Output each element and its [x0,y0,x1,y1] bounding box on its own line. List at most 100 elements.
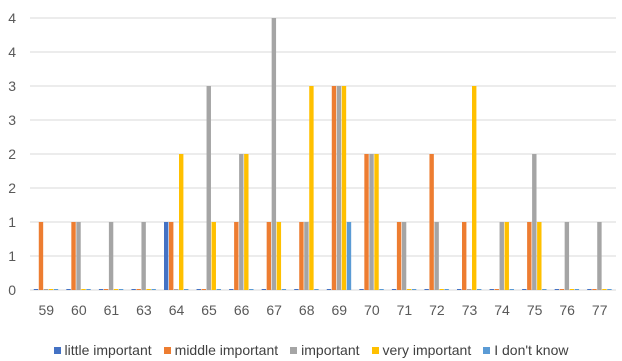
bar-very-important-68 [309,86,314,290]
y-tick-label: 3 [8,78,16,94]
x-tick-label: 77 [592,302,608,318]
bar-very-important-77 [602,289,607,290]
bar-middle-important-77 [592,289,597,290]
bar-little-important-64 [164,222,169,290]
bar-middle-important-70 [364,154,369,290]
bar-very-important-75 [537,222,542,290]
bar-i-don-t-know-61 [118,289,124,290]
bar-middle-important-74 [494,289,499,290]
bar-little-important-65 [196,289,201,290]
bar-i-don-t-know-75 [542,289,547,290]
bar-very-important-72 [439,289,444,290]
bar-i-don-t-know-74 [509,289,514,290]
bar-very-important-70 [374,154,379,290]
x-tick-label: 73 [462,302,478,318]
chart: 0 1 1 2 2 3 3 4 4 59 60 61 63 64 65 66 67 68 69 70 71 72 73 74… [8,10,616,318]
bar-middle-important-66 [234,222,239,290]
bar-little-important-63 [131,289,136,290]
gridlines [30,17,616,291]
x-tick-label: 70 [364,302,380,318]
bar-middle-important-65 [201,289,206,290]
bar-middle-important-73 [462,222,467,290]
bar-little-important-75 [522,289,527,290]
bar-i-don-t-know-64 [184,289,189,290]
bar-little-important-73 [457,289,462,290]
bar-little-important-70 [359,289,364,290]
bar-important-65 [206,86,211,290]
legend-item: important [290,342,360,358]
x-tick-label: 72 [429,302,445,318]
bar-i-don-t-know-70 [379,289,384,290]
bar-i-don-t-know-63 [151,289,156,290]
y-tick-label: 2 [8,180,16,196]
bar-i-don-t-know-66 [249,289,254,290]
bars [33,18,612,290]
bar-middle-important-71 [396,222,402,290]
bar-important-74 [499,222,504,290]
bar-middle-important-63 [136,289,141,290]
bar-middle-important-59 [38,222,44,290]
bar-very-important-66 [244,154,249,290]
bar-very-important-59 [48,289,54,290]
legend-swatch [163,346,171,354]
bar-important-61 [108,222,114,290]
x-tick-label: 67 [266,302,282,318]
bar-very-important-71 [406,289,412,290]
bar-very-important-64 [179,154,184,290]
y-tick-label: 1 [8,248,16,264]
bar-middle-important-61 [103,289,109,290]
y-axis-ticks: 0 1 1 2 2 3 3 4 4 [8,10,16,298]
bar-important-60 [76,222,81,290]
bar-very-important-61 [113,289,119,290]
x-tick-label: 75 [527,302,543,318]
legend-item: middle important [163,342,279,358]
bar-important-69 [336,86,342,290]
x-tick-label: 63 [136,302,152,318]
y-tick-label: 4 [8,10,16,26]
bar-i-don-t-know-73 [477,289,482,290]
bar-important-63 [141,222,146,290]
bar-very-important-63 [146,289,151,290]
y-tick-label: 4 [8,44,16,60]
x-tick-label: 71 [397,302,413,318]
bar-very-important-74 [504,222,509,290]
x-tick-label: 74 [494,302,510,318]
bar-middle-important-72 [429,154,434,290]
bar-little-important-68 [294,289,299,290]
x-tick-label: 61 [104,302,120,318]
legend-label: middle important [174,342,279,358]
legend-item: I don't know [483,342,569,358]
bar-little-important-61 [98,289,104,290]
bar-important-67 [271,18,277,290]
bar-middle-important-60 [71,222,76,290]
x-tick-label: 66 [234,302,250,318]
bar-very-important-73 [472,86,477,290]
bar-important-76 [564,222,570,290]
bar-i-don-t-know-65 [216,289,221,290]
bar-important-64 [174,289,179,290]
x-tick-label: 59 [38,302,54,318]
bar-i-don-t-know-59 [53,289,59,290]
bar-important-59 [43,289,49,290]
bar-important-66 [239,154,244,290]
bar-middle-important-67 [266,222,272,290]
bar-important-71 [401,222,407,290]
bar-i-don-t-know-60 [86,289,91,290]
bar-important-72 [434,222,439,290]
legend-item: very important [371,342,471,358]
legend-swatch [371,346,379,354]
bar-little-important-74 [489,289,494,290]
bar-middle-important-68 [299,222,304,290]
legend-item: little important [53,342,152,358]
bar-important-70 [369,154,374,290]
bar-i-don-t-know-69 [346,222,352,290]
bar-important-75 [532,154,537,290]
x-tick-label: 69 [331,302,347,318]
bar-very-important-60 [81,289,86,290]
bar-i-don-t-know-71 [411,289,417,290]
bar-middle-important-76 [559,289,565,290]
legend: little important middle important importan… [0,340,622,360]
bar-little-important-59 [33,289,39,290]
legend-swatch [483,346,491,354]
bar-i-don-t-know-77 [607,289,612,290]
